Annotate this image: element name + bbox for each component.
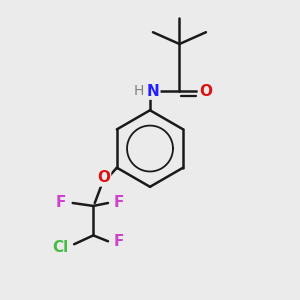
Text: O: O <box>199 84 212 99</box>
Text: F: F <box>56 196 66 211</box>
Text: F: F <box>114 234 124 249</box>
Text: H: H <box>134 84 144 98</box>
Text: N: N <box>147 84 159 99</box>
Text: O: O <box>97 170 110 185</box>
Text: Cl: Cl <box>52 240 68 255</box>
Text: F: F <box>114 196 124 211</box>
